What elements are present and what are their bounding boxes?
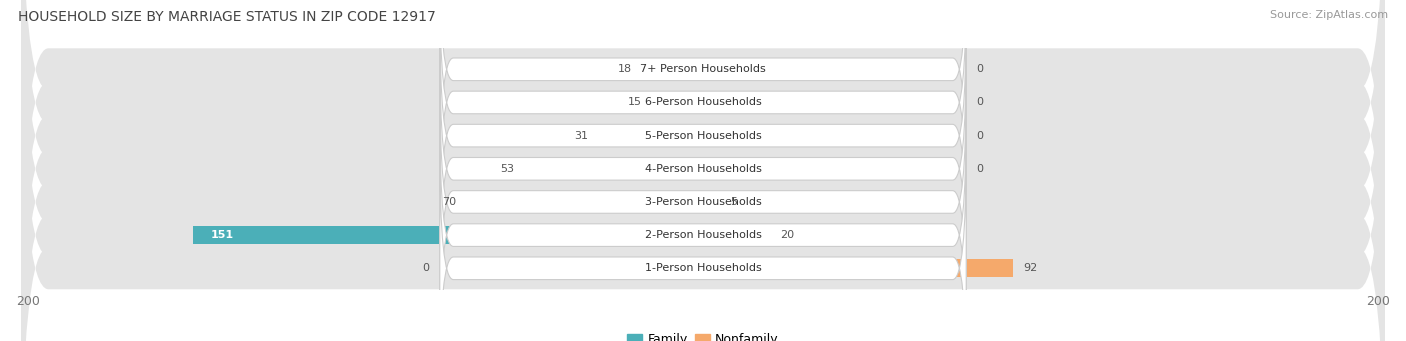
Text: 0: 0 (976, 98, 983, 107)
FancyBboxPatch shape (440, 114, 966, 341)
Legend: Family, Nonfamily: Family, Nonfamily (623, 328, 783, 341)
FancyBboxPatch shape (440, 0, 966, 191)
FancyBboxPatch shape (440, 47, 966, 290)
Text: 70: 70 (443, 197, 457, 207)
Text: 5-Person Households: 5-Person Households (644, 131, 762, 140)
Text: 18: 18 (619, 64, 633, 74)
Bar (643, 60, 703, 78)
FancyBboxPatch shape (21, 0, 1385, 341)
Text: 1-Person Households: 1-Person Households (644, 263, 762, 273)
Text: 0: 0 (423, 263, 430, 273)
FancyBboxPatch shape (440, 147, 966, 341)
Bar (467, 193, 703, 211)
FancyBboxPatch shape (21, 24, 1385, 341)
Text: 0: 0 (976, 131, 983, 140)
Text: 31: 31 (574, 131, 588, 140)
Text: 3-Person Households: 3-Person Households (644, 197, 762, 207)
Text: 53: 53 (501, 164, 515, 174)
Text: 2-Person Households: 2-Person Households (644, 230, 762, 240)
Text: Source: ZipAtlas.com: Source: ZipAtlas.com (1270, 10, 1388, 20)
Text: 92: 92 (1024, 263, 1038, 273)
Bar (703, 226, 770, 244)
Text: 7+ Person Households: 7+ Person Households (640, 64, 766, 74)
Bar (194, 226, 703, 244)
Bar (599, 127, 703, 145)
Bar (652, 93, 703, 112)
Text: 151: 151 (211, 230, 233, 240)
Text: 6-Person Households: 6-Person Households (644, 98, 762, 107)
FancyBboxPatch shape (21, 0, 1385, 341)
FancyBboxPatch shape (21, 0, 1385, 341)
FancyBboxPatch shape (21, 0, 1385, 341)
Text: 0: 0 (976, 164, 983, 174)
Text: 20: 20 (780, 230, 794, 240)
FancyBboxPatch shape (440, 0, 966, 224)
Bar (703, 259, 1014, 278)
Text: HOUSEHOLD SIZE BY MARRIAGE STATUS IN ZIP CODE 12917: HOUSEHOLD SIZE BY MARRIAGE STATUS IN ZIP… (18, 10, 436, 24)
Bar (524, 160, 703, 178)
FancyBboxPatch shape (21, 0, 1385, 341)
Text: 15: 15 (628, 98, 643, 107)
Text: 4-Person Households: 4-Person Households (644, 164, 762, 174)
FancyBboxPatch shape (440, 80, 966, 323)
Text: 5: 5 (730, 197, 737, 207)
Bar (703, 193, 720, 211)
FancyBboxPatch shape (21, 0, 1385, 314)
Text: 0: 0 (976, 64, 983, 74)
FancyBboxPatch shape (440, 14, 966, 257)
